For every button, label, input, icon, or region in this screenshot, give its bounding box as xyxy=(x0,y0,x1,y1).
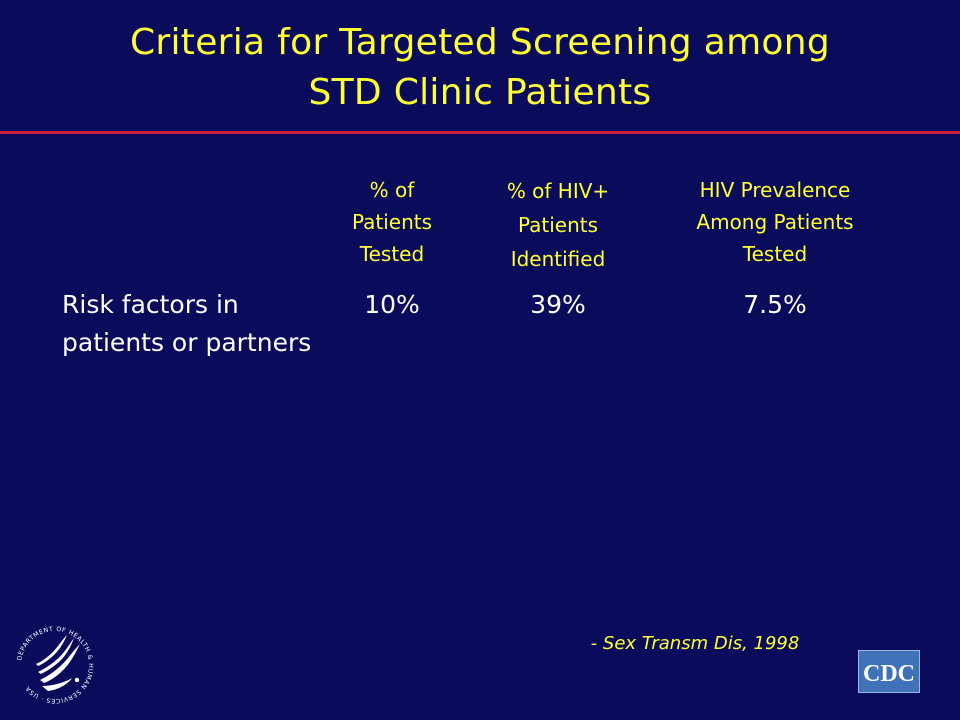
cell-hiv-positive-identified: 39% xyxy=(530,290,586,319)
slide-title-line-1: Criteria for Targeted Screening among xyxy=(129,22,831,63)
cdc-logo-text: CDC xyxy=(863,661,915,687)
slide-title: Criteria for Targeted Screening among ST… xyxy=(0,18,960,118)
column-header-line: % of xyxy=(369,178,415,202)
column-header-line: Identified xyxy=(510,247,606,271)
column-header-hiv-prevalence: HIV Prevalence Among Patients Tested xyxy=(665,174,885,270)
column-header-patients-tested: % of Patients Tested xyxy=(342,174,442,270)
row-label-line: patients or partners xyxy=(62,328,312,357)
row-label-risk-factors: Risk factors in patients or partners xyxy=(62,286,362,362)
cell-patients-tested: 10% xyxy=(364,290,420,319)
citation: - Sex Transm Dis, 1998 xyxy=(590,633,800,654)
column-header-line: Tested xyxy=(742,242,808,266)
cdc-logo: CDC xyxy=(858,650,920,693)
title-divider xyxy=(0,131,960,134)
column-header-line: % of HIV+ xyxy=(506,179,610,203)
column-header-line: Patients xyxy=(517,213,599,237)
column-header-line: Patients xyxy=(351,210,433,234)
hhs-seal-logo: DEPARTMENT OF HEALTH & HUMAN SERVICES · … xyxy=(10,620,100,710)
column-header-line: Among Patients xyxy=(696,210,854,234)
column-header-line: HIV Prevalence xyxy=(699,178,851,202)
column-header-line: Tested xyxy=(359,242,425,266)
slide-title-line-2: STD Clinic Patients xyxy=(308,72,652,113)
column-header-hiv-positive-identified: % of HIV+ Patients Identified xyxy=(478,174,638,276)
row-label-line: Risk factors in xyxy=(62,290,239,319)
cell-hiv-prevalence: 7.5% xyxy=(743,290,807,319)
